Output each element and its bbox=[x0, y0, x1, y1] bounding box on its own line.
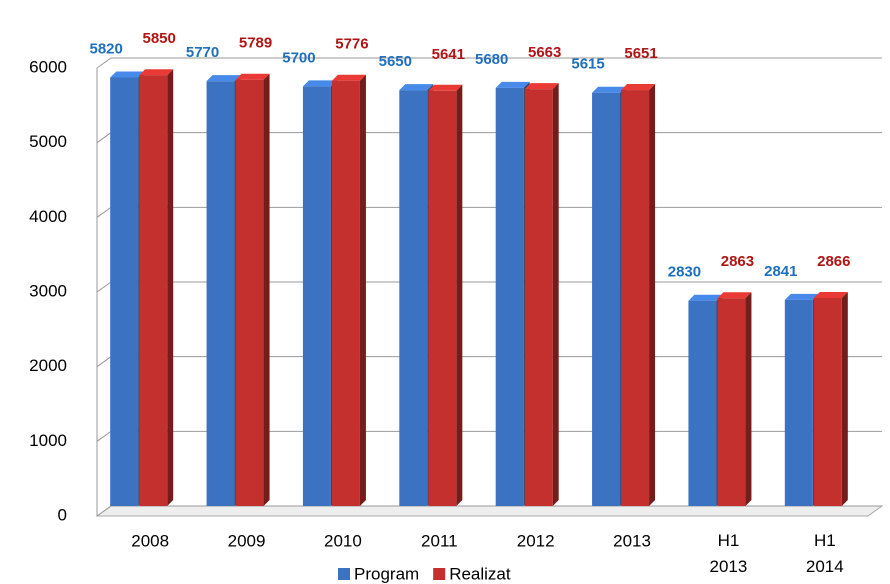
bar-top bbox=[206, 75, 241, 82]
x-tick-label: 2012 bbox=[517, 531, 555, 550]
y-tick-label: 5000 bbox=[29, 132, 67, 151]
y-tick-label: 2000 bbox=[29, 356, 67, 375]
legend-swatch bbox=[338, 568, 350, 580]
bar-side bbox=[263, 73, 270, 506]
value-label: 5776 bbox=[335, 36, 368, 53]
bar-top bbox=[302, 80, 337, 87]
bar bbox=[139, 75, 168, 506]
legend-swatch bbox=[433, 568, 446, 580]
bar-side bbox=[649, 84, 656, 507]
bar-top bbox=[235, 73, 270, 80]
bar bbox=[813, 298, 842, 506]
bar bbox=[688, 300, 717, 506]
legend-label: Realizat bbox=[449, 564, 511, 583]
bar bbox=[495, 87, 524, 506]
bar-top bbox=[688, 294, 723, 301]
bar-side bbox=[841, 292, 848, 506]
x-tick-label: 2013 bbox=[613, 531, 651, 550]
y-tick-label: 6000 bbox=[29, 57, 67, 76]
value-label: 2841 bbox=[764, 263, 797, 280]
y-tick-label: 3000 bbox=[29, 281, 67, 300]
x-tick-label: 2010 bbox=[324, 531, 362, 550]
y-tick-label: 0 bbox=[58, 505, 67, 524]
value-label: 2866 bbox=[817, 253, 850, 270]
bar-side bbox=[456, 84, 463, 507]
bar bbox=[428, 90, 457, 507]
bar-top bbox=[784, 293, 819, 300]
x-tick-label-line: H1 bbox=[718, 531, 740, 550]
legend-label: Program bbox=[354, 564, 419, 583]
bar bbox=[235, 79, 264, 506]
value-label: 5820 bbox=[90, 40, 123, 57]
bar bbox=[206, 81, 235, 506]
x-tick-label-line: H1 bbox=[814, 531, 836, 550]
bar-top bbox=[524, 83, 559, 90]
bar bbox=[524, 89, 553, 507]
bar-top bbox=[621, 84, 656, 91]
x-tick-label: 2008 bbox=[131, 531, 169, 550]
x-tick-label: 2011 bbox=[421, 531, 458, 550]
bar-top bbox=[139, 69, 174, 76]
bar-top bbox=[428, 84, 463, 91]
bar-top bbox=[495, 81, 530, 88]
value-label: 2830 bbox=[668, 264, 701, 281]
value-label: 5641 bbox=[432, 46, 465, 63]
y-tick-label: 1000 bbox=[29, 431, 67, 450]
bar-top bbox=[331, 74, 366, 81]
y-tick-label: 4000 bbox=[29, 207, 67, 226]
bar bbox=[717, 298, 746, 506]
bar-side bbox=[359, 74, 366, 506]
bar-top bbox=[399, 84, 434, 91]
value-label: 5615 bbox=[571, 56, 604, 73]
value-label: 2863 bbox=[721, 253, 754, 270]
bar bbox=[784, 299, 813, 506]
bar-top bbox=[592, 86, 627, 93]
bar bbox=[399, 90, 428, 506]
bar bbox=[110, 77, 139, 506]
bar bbox=[331, 80, 360, 506]
x-tick-label: H1 2013 bbox=[710, 531, 748, 576]
bar bbox=[621, 90, 650, 507]
bar bbox=[592, 92, 621, 506]
bar-side bbox=[745, 292, 752, 506]
bar-side bbox=[167, 69, 174, 506]
x-tick-label-line: 2013 bbox=[710, 557, 748, 576]
value-label: 5789 bbox=[239, 35, 272, 52]
bar-top bbox=[813, 292, 848, 299]
bar-side bbox=[552, 83, 559, 507]
bar-top bbox=[110, 71, 145, 78]
x-tick-label: 2009 bbox=[228, 531, 266, 550]
value-label: 5680 bbox=[475, 51, 508, 68]
x-tick-label: H1 2014 bbox=[806, 531, 844, 576]
value-label: 5650 bbox=[379, 53, 412, 70]
bar bbox=[302, 86, 331, 507]
value-label: 5770 bbox=[186, 44, 219, 61]
value-label: 5850 bbox=[143, 30, 176, 47]
floor bbox=[95, 505, 884, 517]
value-label: 5651 bbox=[624, 45, 657, 62]
value-label: 5663 bbox=[528, 44, 561, 61]
bar-top bbox=[717, 292, 752, 299]
x-tick-label-line: 2014 bbox=[806, 557, 844, 576]
value-label: 5700 bbox=[282, 49, 315, 66]
grid-line bbox=[96, 57, 882, 69]
